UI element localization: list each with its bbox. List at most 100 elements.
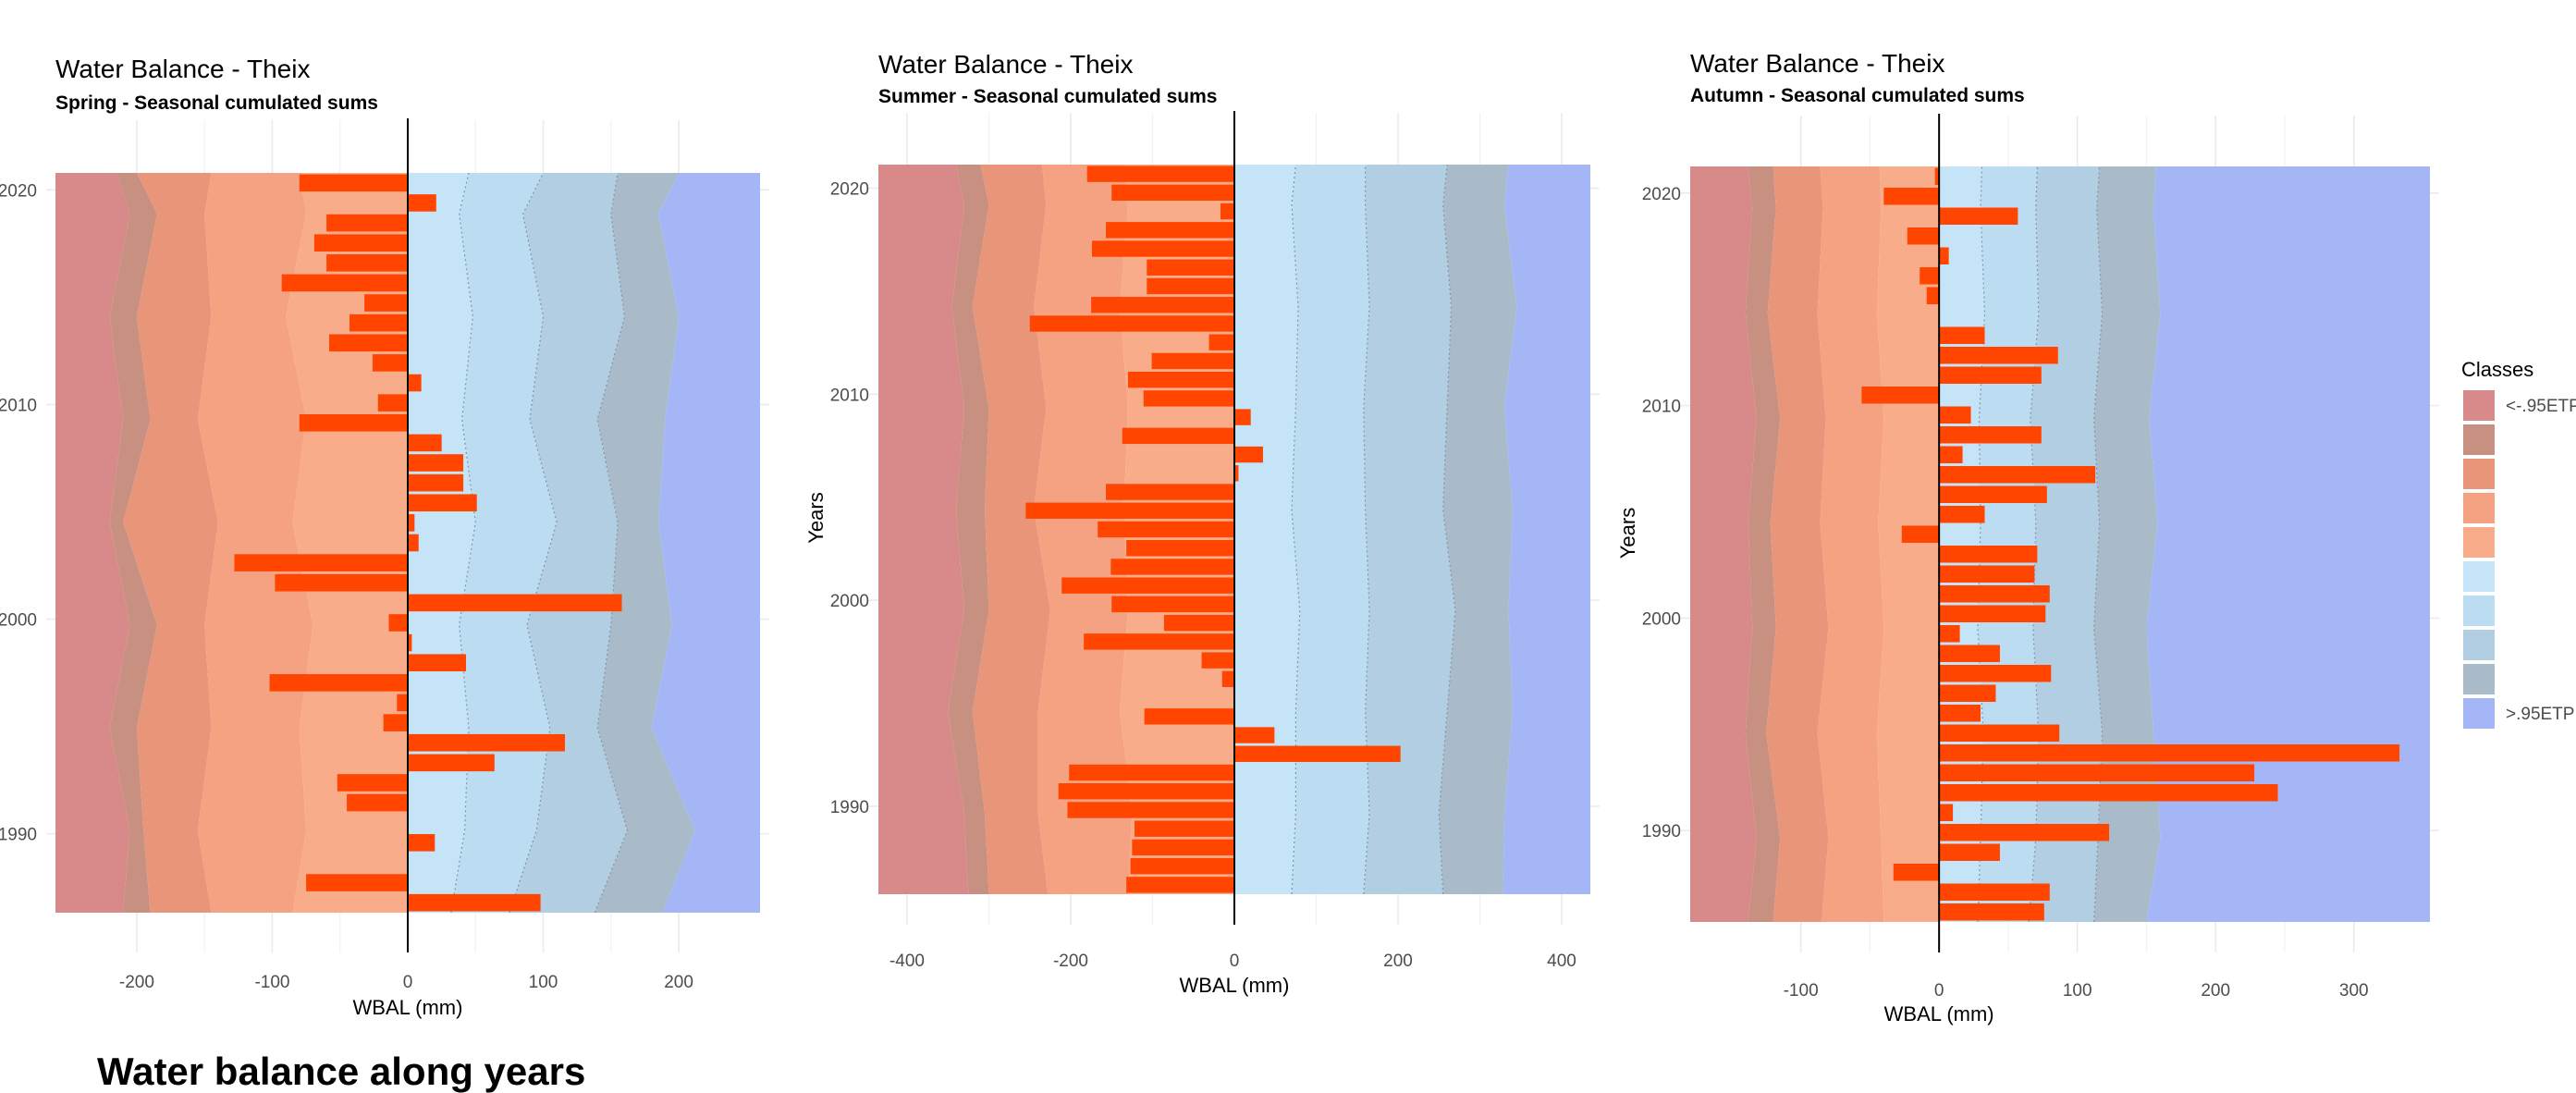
bar — [408, 754, 495, 772]
class-band-2 — [948, 165, 989, 894]
bar — [408, 633, 412, 652]
class-band-10 — [2146, 166, 2430, 922]
x-tick-label: 0 — [1230, 952, 1240, 971]
bar — [1029, 315, 1234, 332]
bar — [1147, 259, 1234, 276]
bar — [1135, 820, 1234, 837]
y-tick-label: 2000 — [0, 611, 37, 631]
chart-panel-2: Water Balance - Theix Summer - Seasonal c… — [804, 50, 1600, 997]
class-divider — [1438, 164, 1456, 895]
class-band-10 — [1503, 165, 1590, 894]
bar — [1098, 521, 1234, 538]
bar — [275, 573, 408, 592]
bar — [1939, 665, 2052, 682]
class-divider — [509, 172, 558, 914]
bar — [1234, 446, 1263, 463]
bar — [1234, 727, 1275, 743]
bar — [1163, 614, 1234, 632]
class-bands — [55, 172, 760, 914]
bar — [1939, 903, 2044, 921]
bar — [1939, 843, 2000, 861]
bar — [1939, 764, 2255, 781]
bar — [1061, 577, 1234, 594]
bar — [1106, 222, 1234, 239]
x-tick-label: 400 — [1547, 952, 1576, 971]
x-tick-label: 200 — [2201, 981, 2230, 1001]
bar — [1151, 352, 1234, 370]
bar — [1939, 784, 2278, 802]
y-tick-label: 2000 — [830, 592, 869, 611]
legend-key — [2463, 527, 2495, 558]
bar — [1111, 184, 1234, 202]
bar — [1939, 506, 1985, 523]
bar — [1939, 804, 1954, 821]
x-tick-label: -200 — [119, 973, 154, 992]
bar — [1144, 708, 1234, 725]
bar — [408, 733, 565, 752]
x-tick-label: 0 — [403, 973, 413, 992]
chart-panel-1: Water Balance - Theix Spring - Seasonal c… — [0, 55, 769, 1019]
x-tick-label: 300 — [2339, 981, 2369, 1001]
bar — [1939, 705, 1981, 722]
bar — [408, 494, 477, 512]
bar — [299, 413, 408, 432]
bar — [1091, 297, 1234, 313]
legend-key — [2463, 664, 2495, 694]
bar — [1920, 267, 1940, 285]
class-band-9 — [2093, 166, 2161, 922]
bar — [388, 614, 408, 632]
class-band-7 — [450, 173, 558, 913]
bar — [1939, 446, 1963, 463]
x-axis-label: WBAL (mm) — [353, 996, 463, 1019]
y-tick-label: 2020 — [0, 181, 37, 201]
bars — [1025, 166, 1401, 893]
x-tick-label: -200 — [1053, 952, 1088, 971]
y-tick-label: 1990 — [1642, 822, 1681, 841]
class-band-4 — [1817, 166, 1884, 922]
bar — [299, 174, 408, 192]
bar — [364, 294, 408, 312]
class-band-9 — [595, 173, 695, 913]
chart-subtitle: Spring - Seasonal cumulated sums — [55, 92, 378, 114]
bar — [1939, 645, 2000, 662]
chart-title: Water Balance - Theix — [1690, 49, 1944, 78]
bar — [408, 194, 436, 212]
y-tick-label: 2020 — [830, 180, 869, 200]
bar — [1111, 596, 1234, 613]
bar — [1939, 625, 1960, 643]
bar — [408, 893, 541, 912]
bar — [1234, 465, 1239, 482]
bar — [408, 534, 419, 552]
bar — [269, 674, 408, 692]
x-tick-label: 100 — [529, 973, 558, 992]
bar — [1234, 745, 1401, 762]
class-band-8 — [2029, 166, 2103, 922]
bar — [377, 394, 408, 411]
legend-key — [2463, 390, 2495, 421]
class-divider — [1977, 166, 1986, 923]
bar — [1122, 427, 1234, 445]
x-tick-label: 200 — [1383, 952, 1413, 971]
x-tick-label: 100 — [2063, 981, 2092, 1001]
bar — [1130, 857, 1234, 875]
chart-panel-3: Water Balance - Theix Autumn - Seasonal c… — [1616, 49, 2439, 1025]
bar — [1126, 540, 1234, 557]
class-bands — [1690, 166, 2430, 923]
legend-key — [2463, 596, 2495, 626]
bar — [313, 234, 408, 252]
class-divider — [2093, 166, 2104, 923]
legend-key — [2463, 459, 2495, 489]
bar — [347, 793, 408, 812]
bar — [408, 514, 415, 532]
bar — [1939, 426, 2042, 444]
bar — [1208, 334, 1234, 350]
bar — [1067, 802, 1234, 818]
class-band-1 — [878, 165, 969, 894]
class-band-7 — [1291, 165, 1370, 894]
legend: Classes <-.95ETP >.95ETP — [2461, 358, 2576, 729]
bar — [1939, 565, 2035, 583]
bars — [1861, 167, 2400, 921]
class-band-8 — [1363, 165, 1455, 894]
bar — [1132, 839, 1234, 856]
